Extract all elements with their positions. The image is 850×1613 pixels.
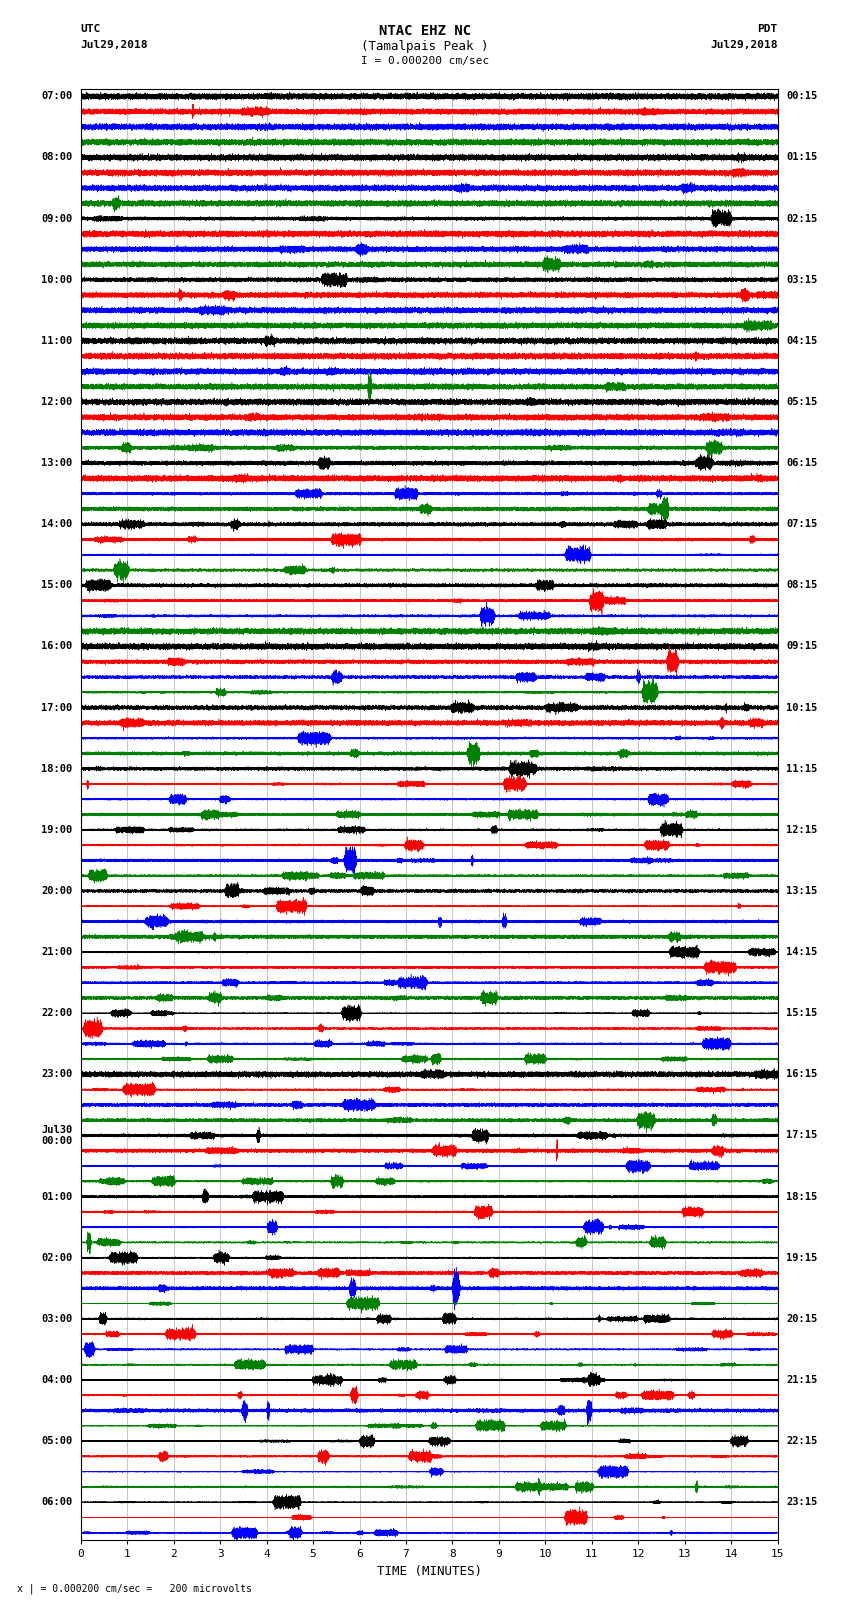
Text: 19:00: 19:00 — [41, 824, 72, 836]
Text: 11:15: 11:15 — [786, 763, 818, 774]
Text: 08:00: 08:00 — [41, 153, 72, 163]
Text: 06:15: 06:15 — [786, 458, 818, 468]
Text: 20:00: 20:00 — [41, 886, 72, 895]
Text: 09:15: 09:15 — [786, 642, 818, 652]
Text: 22:15: 22:15 — [786, 1436, 818, 1447]
Text: 07:15: 07:15 — [786, 519, 818, 529]
Text: I = 0.000200 cm/sec: I = 0.000200 cm/sec — [361, 56, 489, 66]
Text: PDT: PDT — [757, 24, 778, 34]
Text: 20:15: 20:15 — [786, 1315, 818, 1324]
Text: 11:00: 11:00 — [41, 336, 72, 345]
Text: 10:15: 10:15 — [786, 703, 818, 713]
Text: 04:15: 04:15 — [786, 336, 818, 345]
Text: 04:00: 04:00 — [41, 1374, 72, 1386]
Text: 03:15: 03:15 — [786, 274, 818, 286]
Text: 15:00: 15:00 — [41, 581, 72, 590]
Text: UTC: UTC — [81, 24, 101, 34]
Text: 09:00: 09:00 — [41, 213, 72, 224]
Text: 16:15: 16:15 — [786, 1069, 818, 1079]
Text: 02:00: 02:00 — [41, 1253, 72, 1263]
Text: 17:15: 17:15 — [786, 1131, 818, 1140]
Text: 21:15: 21:15 — [786, 1374, 818, 1386]
Text: 18:15: 18:15 — [786, 1192, 818, 1202]
Text: 06:00: 06:00 — [41, 1497, 72, 1507]
Text: 01:00: 01:00 — [41, 1192, 72, 1202]
Text: 10:00: 10:00 — [41, 274, 72, 286]
Text: 16:00: 16:00 — [41, 642, 72, 652]
Text: (Tamalpais Peak ): (Tamalpais Peak ) — [361, 40, 489, 53]
Text: 12:00: 12:00 — [41, 397, 72, 406]
Text: 14:15: 14:15 — [786, 947, 818, 957]
Text: 05:15: 05:15 — [786, 397, 818, 406]
Text: 08:15: 08:15 — [786, 581, 818, 590]
Text: 23:00: 23:00 — [41, 1069, 72, 1079]
Text: 23:15: 23:15 — [786, 1497, 818, 1507]
Text: 03:00: 03:00 — [41, 1315, 72, 1324]
Text: 14:00: 14:00 — [41, 519, 72, 529]
Text: Jul29,2018: Jul29,2018 — [711, 40, 778, 50]
Text: 15:15: 15:15 — [786, 1008, 818, 1018]
Text: 05:00: 05:00 — [41, 1436, 72, 1447]
X-axis label: TIME (MINUTES): TIME (MINUTES) — [377, 1565, 482, 1578]
Text: 13:00: 13:00 — [41, 458, 72, 468]
Text: 00:15: 00:15 — [786, 92, 818, 102]
Text: 13:15: 13:15 — [786, 886, 818, 895]
Text: 01:15: 01:15 — [786, 153, 818, 163]
Text: Jul29,2018: Jul29,2018 — [81, 40, 148, 50]
Text: 22:00: 22:00 — [41, 1008, 72, 1018]
Text: 07:00: 07:00 — [41, 92, 72, 102]
Text: 18:00: 18:00 — [41, 763, 72, 774]
Text: 21:00: 21:00 — [41, 947, 72, 957]
Text: 02:15: 02:15 — [786, 213, 818, 224]
Text: 12:15: 12:15 — [786, 824, 818, 836]
Text: NTAC EHZ NC: NTAC EHZ NC — [379, 24, 471, 39]
Text: 19:15: 19:15 — [786, 1253, 818, 1263]
Text: 17:00: 17:00 — [41, 703, 72, 713]
Text: Jul30
00:00: Jul30 00:00 — [41, 1124, 72, 1147]
Text: x | = 0.000200 cm/sec =   200 microvolts: x | = 0.000200 cm/sec = 200 microvolts — [17, 1582, 252, 1594]
